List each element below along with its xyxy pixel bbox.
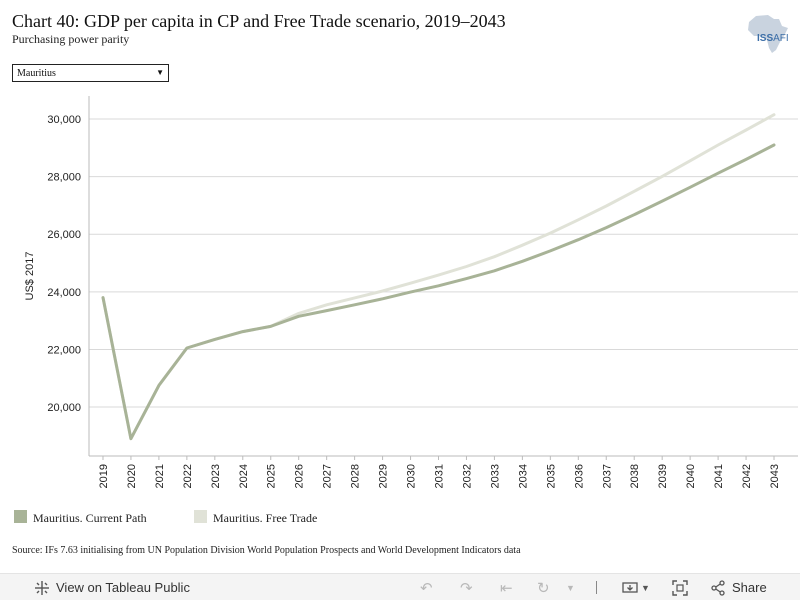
undo-icon[interactable]: ↶: [420, 579, 433, 597]
view-on-tableau-label: View on Tableau Public: [56, 580, 190, 595]
series-line-free-trade: [101, 113, 776, 441]
download-menu-chevron-icon: ▼: [641, 582, 650, 593]
download-icon[interactable]: ▼: [622, 574, 650, 601]
country-dropdown[interactable]: Mauritius ▼: [12, 64, 169, 82]
x-tick-label: 2030: [406, 464, 418, 488]
chart-title: Chart 40: GDP per capita in CP and Free …: [12, 11, 506, 31]
legend-label-free-trade: Mauritius. Free Trade: [213, 511, 318, 525]
x-tick-label: 2034: [517, 464, 529, 488]
legend-swatch-free-trade: [194, 510, 207, 523]
logo-text: ISSAFI: [757, 33, 789, 44]
y-tick-label: 26,000: [47, 229, 81, 241]
logo-text-secondary: AFI: [773, 33, 789, 44]
tableau-logo-icon: [35, 580, 49, 595]
x-tick-label: 2019: [98, 464, 110, 488]
x-tick-label: 2022: [182, 464, 194, 488]
x-tick-label: 2025: [266, 464, 278, 488]
y-tick-label: 24,000: [47, 287, 81, 299]
tableau-toolbar: View on Tableau Public ↶ ↷ ⇤ ↻ ▼ ▼ Share: [0, 573, 800, 600]
chart-subtitle: Purchasing power parity: [12, 32, 130, 46]
revert-icon[interactable]: ⇤: [500, 579, 513, 597]
x-tick-label: 2042: [741, 464, 753, 488]
x-tick-label: 2024: [238, 464, 250, 488]
x-tick-label: 2036: [573, 464, 585, 488]
share-icon: [711, 579, 725, 596]
x-tick-label: 2028: [350, 464, 362, 488]
x-tick-label: 2038: [629, 464, 641, 488]
source-note: Source: IFs 7.63 initialising from UN Po…: [12, 545, 521, 556]
share-label: Share: [732, 580, 767, 595]
line-chart: 20,000 22,000 24,000 26,000 28,000 30,000 US$ …: [24, 96, 798, 488]
legend-label-current-path: Mauritius. Current Path: [33, 511, 147, 525]
x-tick-label: 2029: [378, 464, 390, 488]
x-tick-label: 2043: [769, 464, 781, 488]
y-tick-label: 30,000: [47, 114, 81, 126]
logo-text-primary: ISS: [757, 33, 774, 44]
view-on-tableau-button[interactable]: View on Tableau Public: [34, 574, 190, 601]
x-tick-label: 2020: [126, 464, 138, 488]
x-tick-label: 2031: [434, 464, 446, 488]
y-tick-label: 22,000: [47, 344, 81, 356]
x-tick-label: 2039: [657, 464, 669, 488]
legend-item-free-trade[interactable]: Mauritius. Free Trade: [194, 510, 317, 526]
refresh-icon[interactable]: ↻: [537, 579, 550, 597]
x-tick-label: 2037: [601, 464, 613, 488]
caret-down-icon: ▼: [156, 68, 164, 77]
toolbar-divider: [596, 581, 597, 594]
series-line-current-path: [101, 143, 776, 441]
x-tick-label: 2032: [461, 464, 473, 488]
refresh-menu-chevron-icon[interactable]: ▼: [566, 582, 575, 593]
y-tick-label: 20,000: [47, 402, 81, 414]
x-tick-label: 2027: [322, 464, 334, 488]
x-tick-label: 2023: [210, 464, 222, 488]
y-tick-label: 28,000: [47, 172, 81, 184]
legend-swatch-current-path: [14, 510, 27, 523]
y-axis-title: US$ 2017: [24, 252, 36, 301]
x-tick-label: 2035: [545, 464, 557, 488]
redo-icon[interactable]: ↷: [460, 579, 473, 597]
x-tick-label: 2033: [489, 464, 501, 488]
legend-item-current-path[interactable]: Mauritius. Current Path: [14, 510, 147, 526]
x-tick-label: 2041: [713, 464, 725, 488]
share-button[interactable]: Share: [710, 574, 767, 601]
x-tick-label: 2021: [154, 464, 166, 488]
country-dropdown-value: Mauritius: [17, 68, 56, 79]
fullscreen-icon[interactable]: [672, 574, 688, 601]
x-tick-label: 2026: [294, 464, 306, 488]
africa-logo-icon: [748, 15, 788, 53]
x-tick-label: 2040: [685, 464, 697, 488]
